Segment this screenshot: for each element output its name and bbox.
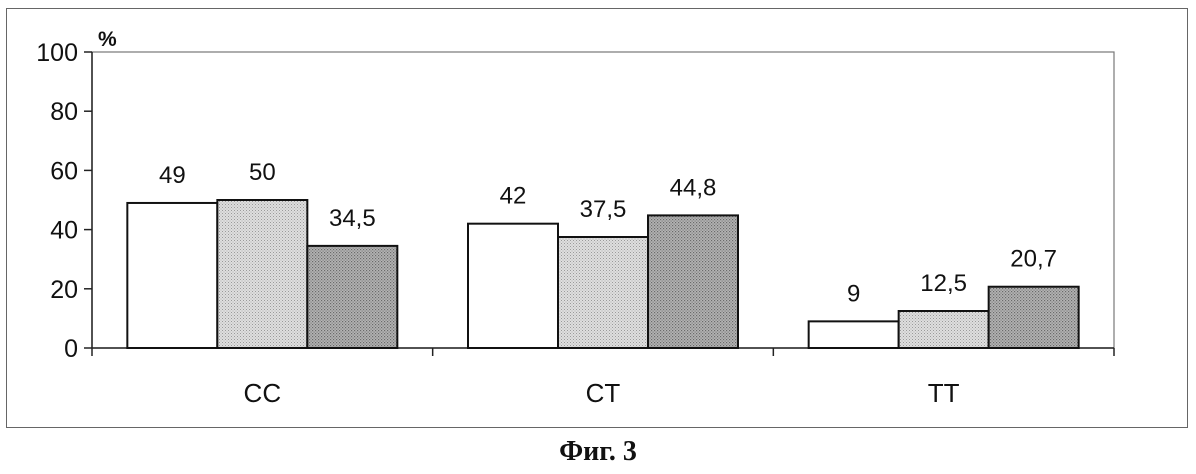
bar-cc-series-3 xyxy=(307,246,397,348)
bar-cc-series-1 xyxy=(127,203,217,348)
value-label: 50 xyxy=(249,159,276,186)
bar-ct-series-3 xyxy=(648,215,738,348)
value-label: 12,5 xyxy=(920,270,967,297)
bar-chart: 0 20 40 60 80 100 49 50 34,5 42 37,5 44,8 9 12,5 20,7… xyxy=(0,0,1196,430)
bar-tt-series-3 xyxy=(989,287,1079,348)
category-label: CT xyxy=(586,378,621,408)
bar-cc-series-2 xyxy=(217,200,307,348)
value-label: 34,5 xyxy=(329,205,376,232)
bar-ct-series-2 xyxy=(558,237,648,348)
bar-tt-series-1 xyxy=(809,321,899,348)
category-label: TT xyxy=(928,378,960,408)
y-tick-label: 80 xyxy=(50,98,78,126)
y-tick-label: 60 xyxy=(50,157,78,185)
y-tick-label: 100 xyxy=(36,39,78,67)
value-label: 44,8 xyxy=(670,174,717,201)
y-tick-label: 40 xyxy=(50,217,78,245)
bar-tt-series-2 xyxy=(899,311,989,348)
bar-ct-series-1 xyxy=(468,224,558,348)
figure-caption: Фиг. 3 xyxy=(0,436,1196,468)
value-label: 37,5 xyxy=(580,196,627,223)
y-tick-label: 0 xyxy=(64,335,78,363)
category-label: CC xyxy=(244,378,282,408)
y-tick-label: 20 xyxy=(50,276,78,304)
value-label: 20,7 xyxy=(1010,246,1057,273)
value-label: 49 xyxy=(159,162,186,189)
x-axis-ticks xyxy=(92,348,1114,356)
category-labels-group: CC CT TT xyxy=(244,378,960,408)
value-label: 9 xyxy=(847,280,860,307)
y-axis-ticks: 0 20 40 60 80 100 xyxy=(36,39,92,363)
value-label: 42 xyxy=(500,183,527,210)
y-unit-label: % xyxy=(98,28,117,51)
